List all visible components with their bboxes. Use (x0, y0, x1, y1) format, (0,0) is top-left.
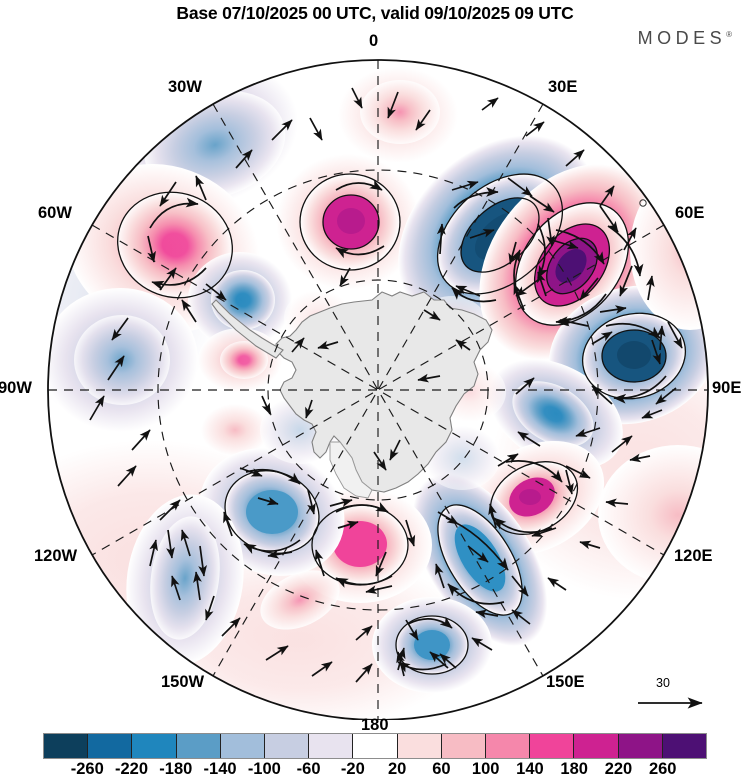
anomaly-core (519, 489, 541, 505)
colorbar-tick: -220 (115, 760, 149, 778)
page-title: Base 07/10/2025 00 UTC, valid 09/10/2025… (176, 3, 574, 23)
colorbar-swatch (353, 734, 398, 758)
anomaly-blob (598, 445, 708, 585)
anomaly-core (333, 521, 387, 567)
colorbar-swatch (176, 734, 221, 758)
anomaly-blob (220, 341, 268, 379)
colorbar-tick: 180 (560, 760, 588, 778)
lon-label-60W: 60W (38, 204, 72, 222)
wind-vector-curved (149, 179, 667, 673)
colorbar-swatch (574, 734, 619, 758)
anomaly-core (246, 490, 298, 534)
colorbar-swatch (88, 734, 133, 758)
anomaly-blob (260, 570, 340, 630)
colorbar-tick: 220 (604, 760, 633, 778)
anomaly-blob (201, 404, 269, 456)
vector-scale-legend: 30 (636, 676, 736, 712)
colorbar-tick: -140 (203, 760, 237, 778)
wind-vector-field (89, 87, 683, 683)
colorbar-swatch (265, 734, 310, 758)
anomaly-core (617, 341, 651, 369)
anomaly-core (337, 208, 365, 234)
colorbar (43, 733, 707, 759)
lon-label-90W: 90W (0, 379, 32, 397)
antarctic-peninsula (211, 299, 284, 359)
colorbar-tick: 100 (471, 760, 500, 778)
colorbar-tick: -60 (296, 760, 321, 778)
colorbar-tick: 60 (432, 760, 451, 778)
colorbar-swatch (618, 734, 663, 758)
anomaly-blob (512, 381, 594, 447)
colorbar-tick: -100 (247, 760, 281, 778)
lon-label-120W: 120W (34, 547, 78, 565)
colorbar-swatch (44, 734, 89, 758)
colorbar-tick: 260 (648, 760, 677, 778)
anomaly-blob (630, 170, 708, 330)
lon-label-0: 0 (369, 32, 379, 50)
contour-lines (117, 173, 687, 675)
lon-label-120E: 120E (674, 547, 713, 565)
lon-label-30E: 30E (548, 78, 578, 96)
anomaly-core (414, 630, 450, 660)
colorbar-swatches (43, 733, 707, 759)
colorbar-swatch (441, 734, 487, 758)
lon-label-150E: 150E (546, 673, 585, 691)
lon-label-60E: 60E (675, 204, 705, 222)
polar-stereographic-map (47, 59, 709, 720)
lon-label-180: 180 (361, 716, 389, 734)
lon-label-150W: 150W (161, 673, 205, 691)
colorbar-tick: 20 (387, 760, 407, 778)
colorbar-tick: 140 (516, 760, 544, 778)
colorbar-swatch (220, 734, 266, 758)
arrow-right-icon (638, 697, 703, 709)
colorbar-swatch (397, 734, 442, 758)
map-field-layer (48, 60, 708, 720)
colorbar-swatch (530, 734, 575, 758)
brand-text: MODES (637, 28, 727, 48)
anomaly-blob (211, 270, 275, 330)
colorbar-tick-labels: -260 -220 -180 -140 -100 -60 -20 20 60 100 140 180 2… (43, 760, 707, 782)
lon-label-90E: 90E (712, 379, 742, 397)
modes-logo: MODES® (638, 28, 732, 49)
colorbar-swatch (132, 734, 177, 758)
map-boundary-circle (47, 59, 709, 720)
colorbar-swatch (662, 734, 707, 758)
colorbar-swatch (309, 734, 354, 758)
colorbar-tick: -20 (340, 760, 365, 778)
lon-label-30W: 30W (168, 78, 202, 96)
marker-dot (639, 199, 647, 207)
registered-mark-icon: ® (726, 30, 732, 39)
colorbar-tick: -260 (70, 760, 104, 778)
colorbar-swatch (486, 734, 531, 758)
vector-scale-value: 30 (656, 676, 670, 690)
colorbar-tick: -180 (159, 760, 193, 778)
